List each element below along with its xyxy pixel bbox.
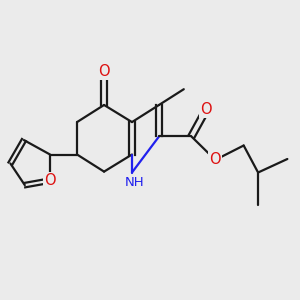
Text: O: O <box>209 152 221 167</box>
Text: O: O <box>200 102 212 117</box>
Text: O: O <box>98 64 110 79</box>
Text: O: O <box>44 173 56 188</box>
Text: NH: NH <box>124 176 144 189</box>
